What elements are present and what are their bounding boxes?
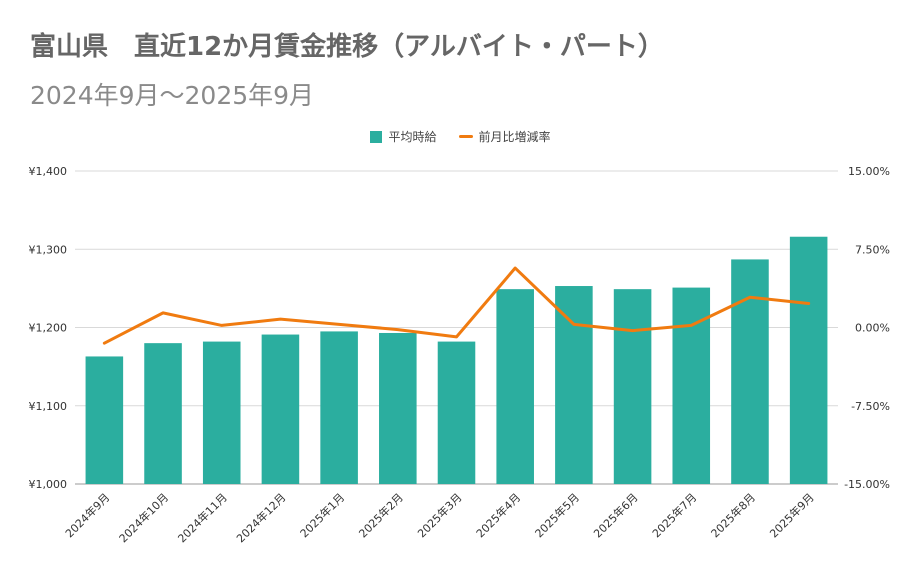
y-left-tick-label: ¥1,400 <box>29 165 68 178</box>
legend-bar-swatch <box>370 130 383 143</box>
bar <box>496 289 534 484</box>
legend-item-bar: 平均時給 <box>370 128 437 145</box>
chart-subtitle: 2024年9月〜2025年9月 <box>30 81 315 110</box>
x-tick-label: 2024年12月 <box>233 490 288 545</box>
legend: 平均時給 前月比増減率 <box>0 128 921 145</box>
x-tick-label: 2025年6月 <box>590 490 640 540</box>
bar <box>202 341 241 484</box>
y-left-tick-label: ¥1,000 <box>29 478 68 491</box>
legend-line-label: 前月比増減率 <box>478 130 551 144</box>
bar <box>789 236 828 484</box>
legend-item-line: 前月比増減率 <box>458 128 551 145</box>
x-tick-label: 2025年8月 <box>708 490 758 540</box>
y-left-tick-label: ¥1,200 <box>29 322 68 335</box>
y-right-tick-label: 7.50% <box>855 243 890 256</box>
bar <box>613 289 652 484</box>
x-tick-label: 2024年9月 <box>62 490 112 540</box>
y-right-tick-label: 15.00% <box>848 165 890 178</box>
bar <box>672 287 711 484</box>
legend-line-swatch <box>458 135 473 138</box>
bar <box>85 356 124 484</box>
y-right-tick-label: 0.00% <box>855 322 890 335</box>
x-tick-label: 2025年2月 <box>356 490 406 540</box>
bar <box>379 332 417 484</box>
bar <box>261 334 300 484</box>
x-tick-label: 2025年7月 <box>649 490 699 540</box>
x-tick-label: 2025年3月 <box>414 490 464 540</box>
bar <box>144 343 182 484</box>
bar <box>437 341 476 484</box>
x-tick-label: 2025年1月 <box>297 490 347 540</box>
y-right-tick-label: -7.50% <box>851 400 890 413</box>
y-right-tick-label: -15.00% <box>844 478 890 491</box>
bar <box>555 286 593 484</box>
x-tick-label: 2025年5月 <box>532 490 582 540</box>
x-tick-label: 2025年9月 <box>767 490 817 540</box>
x-tick-label: 2024年11月 <box>175 490 230 545</box>
bar <box>731 259 769 484</box>
x-tick-label: 2025年4月 <box>473 490 523 540</box>
legend-bar-label: 平均時給 <box>388 130 437 144</box>
y-left-tick-label: ¥1,100 <box>29 400 68 413</box>
y-left-tick-label: ¥1,300 <box>29 243 68 256</box>
chart-title: 富山県 直近12か月賃金推移（アルバイト・パート） <box>30 32 664 62</box>
bar <box>320 331 358 484</box>
x-tick-label: 2024年10月 <box>116 490 171 545</box>
